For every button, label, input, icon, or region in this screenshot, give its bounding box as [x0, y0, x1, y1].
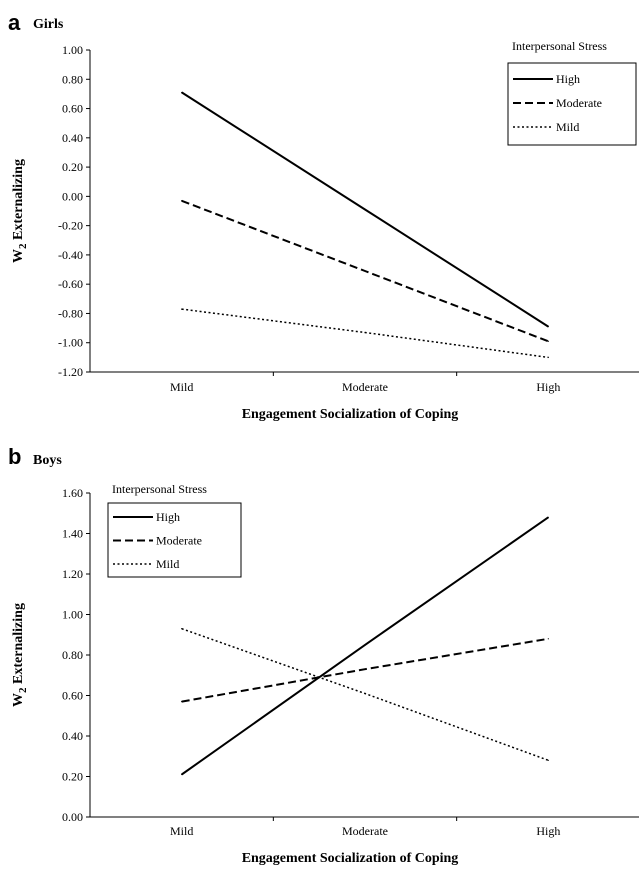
- x-axis-label: Engagement Socialization of Coping: [242, 851, 459, 866]
- y-axis-label: W2 Externalizing: [11, 603, 29, 707]
- y-tick-label: -0.60: [58, 277, 83, 291]
- y-tick-label: 1.40: [62, 527, 83, 541]
- y-tick-label: -0.20: [58, 219, 83, 233]
- data-point-high: [364, 208, 366, 211]
- data-point-mild: [181, 628, 183, 630]
- y-tick-label: 0.80: [62, 72, 83, 86]
- panel-title: Boys: [33, 453, 62, 468]
- y-tick-label: -0.80: [58, 306, 83, 320]
- y-tick-label: 0.00: [62, 189, 83, 203]
- data-point-mild: [364, 331, 366, 334]
- y-tick-label: 0.60: [62, 102, 83, 116]
- x-axis-label: Engagement Socialization of Coping: [242, 407, 459, 422]
- legend-label: High: [156, 510, 180, 524]
- y-tick-label: 1.20: [62, 567, 83, 581]
- data-point-mild: [181, 308, 183, 310]
- y-tick-label: 1.00: [62, 608, 83, 622]
- panel-title: Girls: [33, 17, 64, 32]
- x-tick-label: Mild: [170, 824, 193, 838]
- data-point-moderate: [364, 270, 366, 272]
- y-tick-label: 1.00: [62, 43, 83, 57]
- data-point-high: [547, 326, 549, 328]
- data-point-high: [181, 91, 183, 94]
- data-point-mild: [547, 759, 549, 761]
- legend-label: Moderate: [556, 96, 602, 110]
- y-tick-label: -1.00: [58, 336, 83, 350]
- y-axis-label-main: W: [11, 249, 26, 263]
- y-axis-label-sub: 2: [17, 243, 29, 249]
- data-point-high: [181, 773, 183, 776]
- y-axis-label-main: W: [11, 693, 26, 707]
- legend-label: High: [556, 72, 580, 86]
- panel-letter: b: [8, 444, 21, 469]
- y-axis-label-rest: Externalizing: [11, 603, 26, 687]
- y-tick-label: 0.20: [62, 160, 83, 174]
- y-tick-label: -0.40: [58, 248, 83, 262]
- data-point-moderate: [547, 638, 549, 640]
- y-tick-label: 0.20: [62, 770, 83, 784]
- data-point-moderate: [547, 340, 549, 342]
- x-tick-label: Moderate: [342, 824, 388, 838]
- series-line-mild: [181, 308, 549, 359]
- x-tick-label: Mild: [170, 380, 193, 394]
- data-point-moderate: [181, 200, 183, 202]
- y-tick-label: -1.20: [58, 365, 83, 379]
- legend-label: Mild: [556, 120, 579, 134]
- x-tick-label: Moderate: [342, 380, 388, 394]
- data-point-mild: [364, 692, 366, 695]
- y-axis-label: W2 Externalizing: [11, 159, 29, 263]
- x-tick-label: High: [536, 824, 560, 838]
- legend-title: Interpersonal Stress: [512, 39, 607, 53]
- data-point-moderate: [364, 668, 366, 670]
- y-tick-label: 0.80: [62, 648, 83, 662]
- y-tick-label: 0.40: [62, 131, 83, 145]
- panel-letter: a: [8, 10, 21, 35]
- y-tick-label: 0.60: [62, 689, 83, 703]
- chart-panel-b: b Boys 1.60 1.40 1.20 1.00 0.80 0.60 0.40 0.20 0.0…: [8, 444, 639, 866]
- series-line-moderate: [181, 637, 549, 703]
- y-tick-label: 0.40: [62, 729, 83, 743]
- y-tick-label: 0.00: [62, 810, 83, 824]
- y-tick-label: 1.60: [62, 486, 83, 500]
- y-axis-label-sub: 2: [17, 687, 29, 693]
- data-point-high: [547, 516, 549, 518]
- legend-label: Mild: [156, 557, 179, 571]
- y-axis-label-rest: Externalizing: [11, 159, 26, 243]
- data-point-high: [364, 644, 366, 646]
- x-tick-label: High: [536, 380, 560, 394]
- data-point-mild: [547, 356, 549, 358]
- legend-title: Interpersonal Stress: [112, 482, 207, 496]
- chart-panel-a: a Girls 1.00 0.80 0.60 0.40 0.20 0.00 -0.20 -0.40…: [8, 10, 639, 422]
- legend-label: Moderate: [156, 534, 202, 548]
- data-point-moderate: [181, 700, 183, 703]
